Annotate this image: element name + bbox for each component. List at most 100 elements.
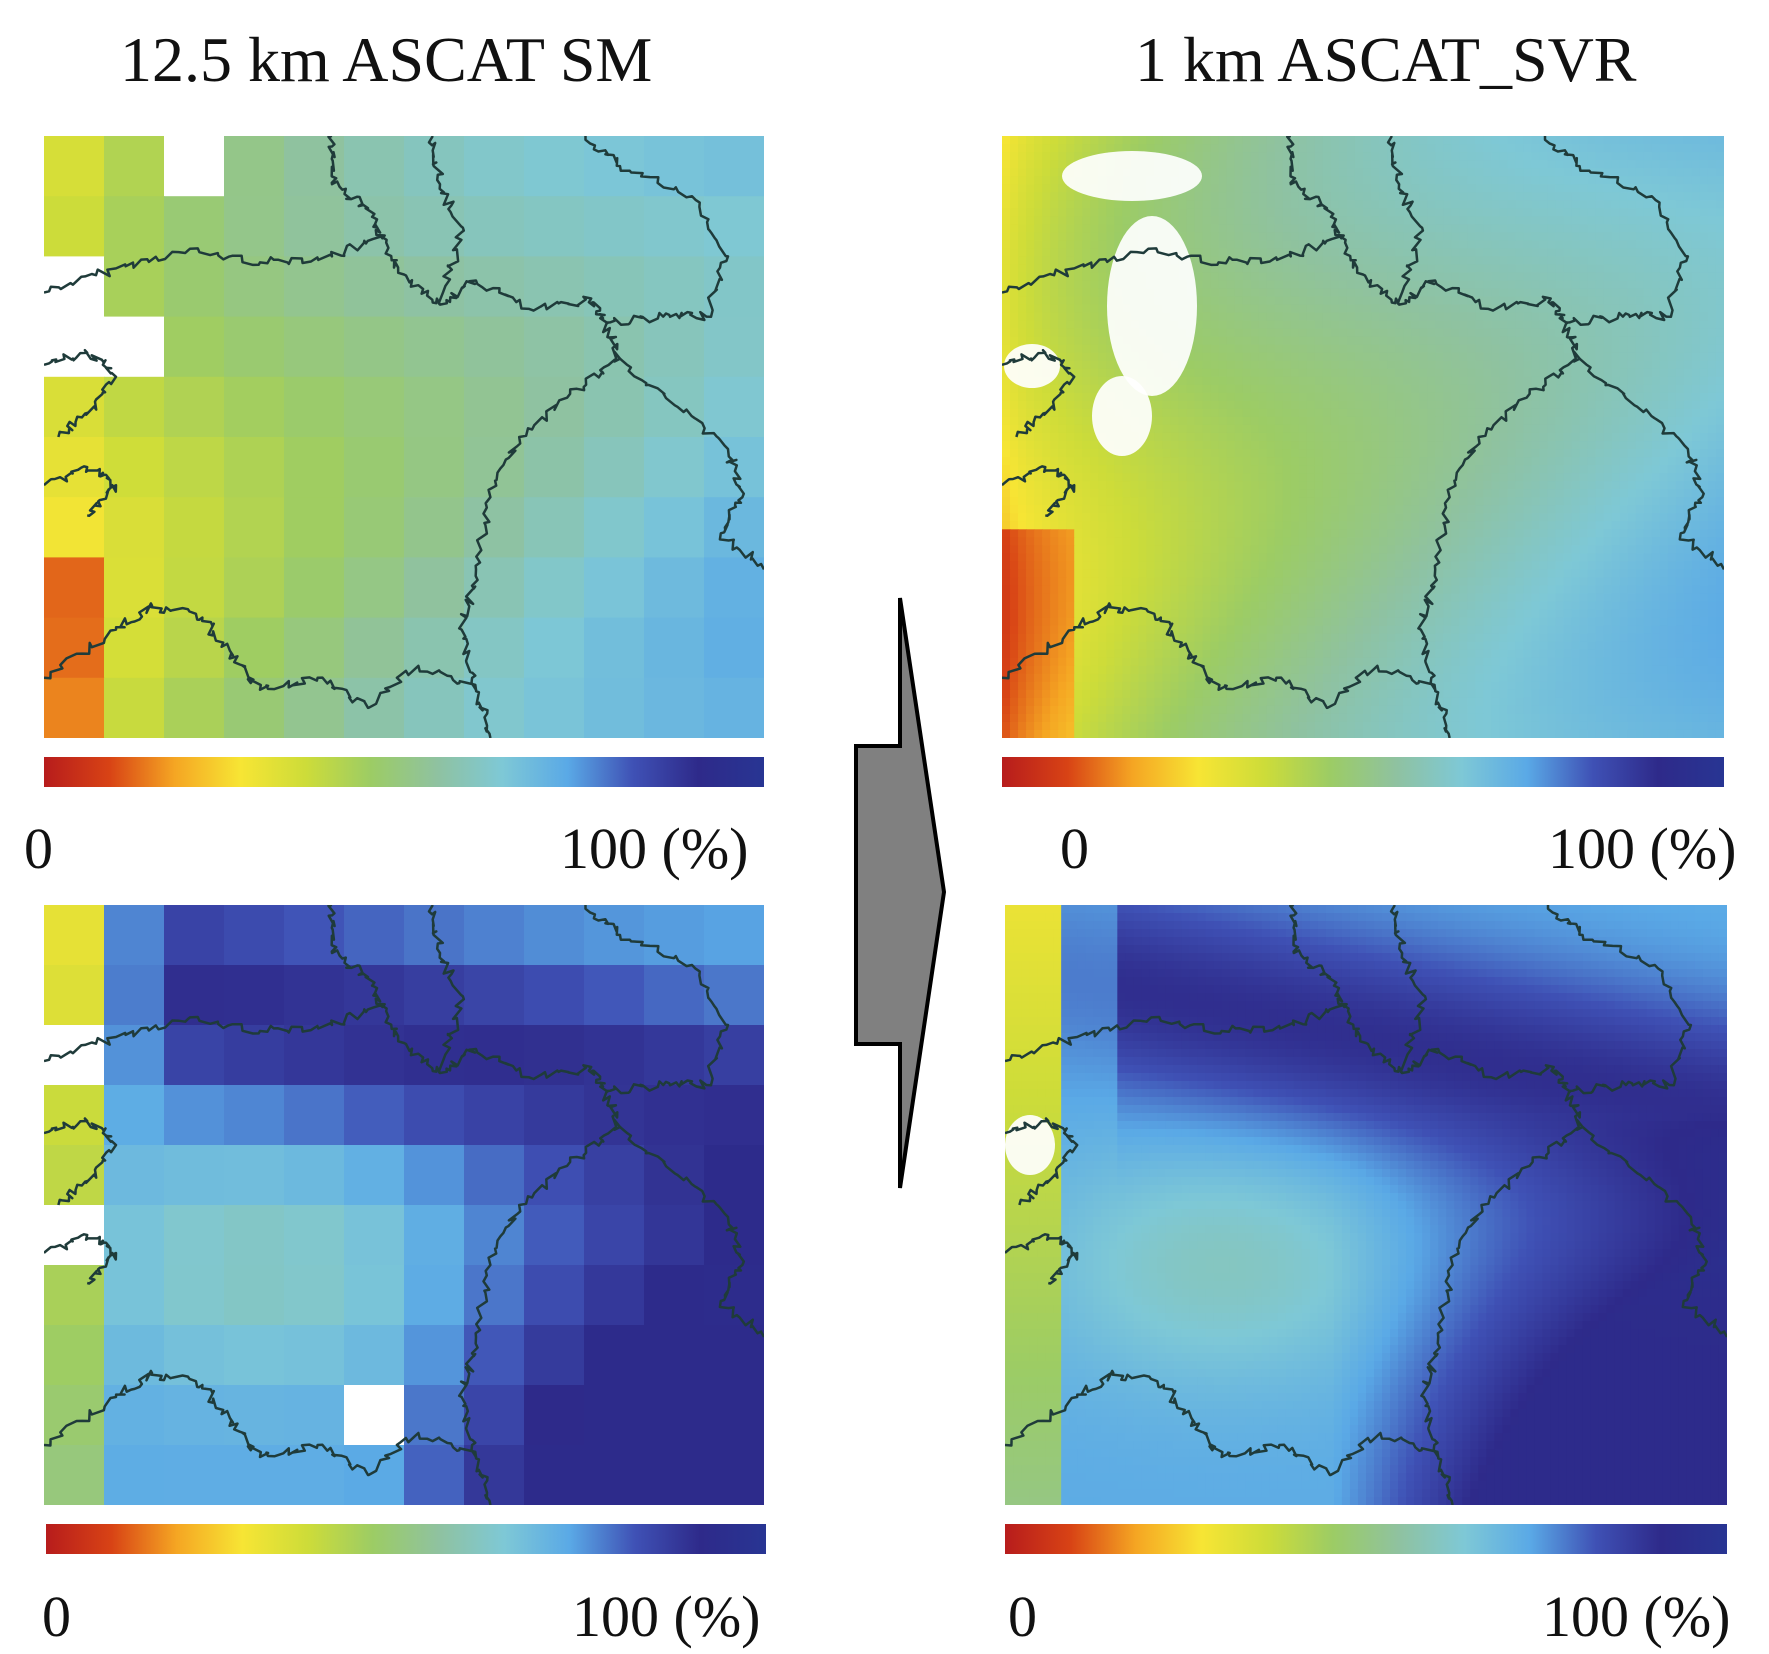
map-cell (1387, 465, 1396, 474)
map-cell (1619, 224, 1629, 233)
map-cell (1194, 505, 1204, 514)
map-cell (1507, 144, 1517, 153)
map-cell (1507, 176, 1517, 185)
map-cell (1523, 505, 1533, 514)
map-cell (1154, 416, 1164, 426)
map-cell (1338, 184, 1348, 193)
map-cell (1579, 553, 1589, 563)
admin-boundary-line (584, 136, 730, 326)
map-cell (1379, 256, 1388, 266)
map-cell (1435, 553, 1444, 563)
map-cell (1387, 168, 1396, 177)
map-cell (1475, 192, 1484, 201)
map-cell (1651, 256, 1661, 266)
map-cell (1363, 144, 1372, 153)
map-cell (1507, 392, 1517, 402)
map-cell (1042, 248, 1051, 257)
map-cell (1603, 248, 1613, 257)
map-cell (1002, 256, 1011, 266)
map-cell (1114, 240, 1123, 249)
map-cell (1563, 256, 1573, 266)
map-cell (1346, 537, 1356, 546)
map-cell (1539, 232, 1549, 241)
map-cell (1234, 248, 1244, 257)
map-cell (1210, 457, 1220, 466)
map-cell (284, 617, 345, 679)
map-cell (1018, 473, 1027, 482)
map-cell (1018, 569, 1027, 579)
map-cell (1010, 184, 1019, 193)
map-cell (1363, 545, 1372, 554)
map-cell (1515, 392, 1525, 402)
map-cell (1226, 561, 1236, 571)
map-cell (1218, 352, 1228, 362)
map-cell (1443, 328, 1452, 338)
map-cell (1523, 368, 1533, 378)
map-cell (1563, 537, 1573, 546)
map-cell (1058, 176, 1067, 185)
map-cell (1250, 248, 1260, 257)
map-cell (1066, 144, 1075, 153)
map-cell (1354, 384, 1364, 394)
map-cell (1234, 352, 1244, 362)
map-cell (1403, 553, 1412, 563)
map-cell (1627, 449, 1637, 458)
map-cell (1058, 216, 1067, 225)
map-cell (1138, 513, 1147, 522)
map-cell (1002, 400, 1011, 410)
map-cell (1074, 521, 1083, 530)
map-cell (1691, 336, 1701, 346)
map-cell (1459, 184, 1468, 193)
map-cell (1202, 537, 1212, 546)
map-cell (1467, 296, 1476, 306)
map-cell (1683, 553, 1693, 563)
map-cell (1387, 416, 1396, 426)
map-cell (1010, 216, 1019, 225)
map-cell (1635, 432, 1645, 442)
map-cell (1162, 505, 1172, 514)
map-cell (1539, 441, 1549, 450)
map-cell (1491, 392, 1500, 402)
map-cell (1395, 288, 1404, 298)
map-cell (1002, 408, 1011, 418)
map-cell (1443, 320, 1452, 330)
map-cell (1483, 232, 1492, 241)
map-cell (1683, 248, 1693, 257)
map-cell (1659, 320, 1669, 330)
map-cell (1571, 465, 1581, 474)
map-cell (1539, 537, 1549, 546)
map-cell (1146, 449, 1156, 458)
map-cell (1178, 513, 1188, 522)
map-cell (1547, 136, 1557, 145)
map-cell (1066, 192, 1075, 201)
map-cell (1539, 136, 1549, 145)
map-cell (1579, 416, 1589, 426)
map-cell (1475, 200, 1484, 209)
map-cell (1274, 304, 1284, 314)
map-cell (1018, 521, 1027, 530)
map-cell (1042, 264, 1051, 274)
map-cell (1170, 481, 1180, 490)
map-cell (1467, 553, 1476, 563)
map-cell (1579, 272, 1589, 282)
map-cell (1338, 248, 1348, 257)
map-cell (1210, 360, 1220, 370)
map-cell (1379, 489, 1388, 498)
map-cell (1579, 232, 1589, 241)
map-cell (1098, 328, 1107, 338)
map-cell (1427, 529, 1436, 538)
map-cell (1170, 513, 1180, 522)
map-cell (1395, 248, 1404, 257)
map-cell (1363, 272, 1372, 282)
map-cell (1354, 545, 1364, 554)
map-cell (1627, 368, 1637, 378)
map-cell (1226, 296, 1236, 306)
map-cell (1074, 416, 1083, 426)
map-cell (1427, 384, 1436, 394)
map-cell (1491, 264, 1500, 274)
map-cell (1467, 473, 1476, 482)
map-cell (1258, 489, 1268, 498)
map-cell (1170, 392, 1180, 402)
map-cell (584, 617, 645, 679)
map-cell (1435, 424, 1444, 434)
